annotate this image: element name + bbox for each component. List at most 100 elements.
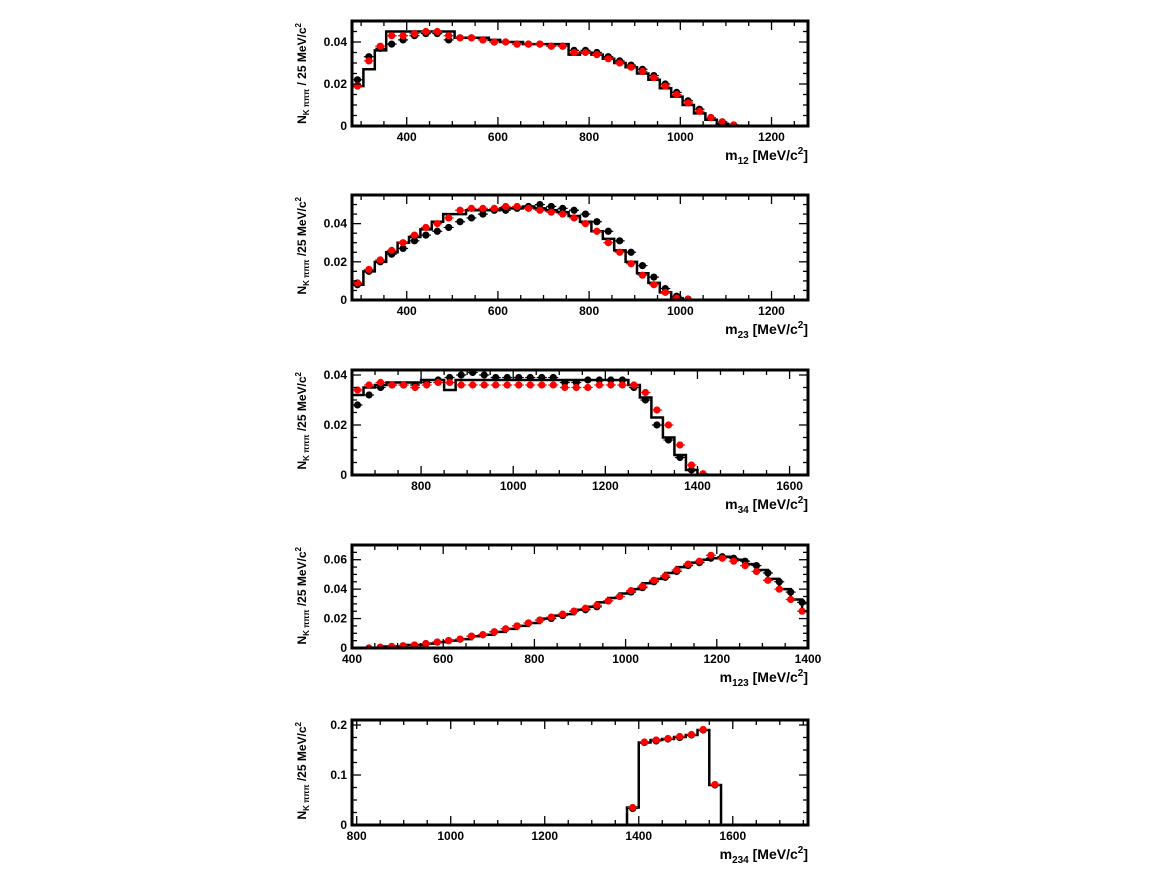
x-axis-title: m34 [MeV/c2] (725, 495, 808, 516)
data-point (503, 381, 511, 389)
x-tick-label: 1600 (776, 479, 803, 493)
series-red (352, 202, 694, 300)
data-point (618, 376, 626, 384)
x-tick-label: 1000 (612, 652, 639, 666)
data-point (433, 27, 441, 36)
series-red (352, 378, 708, 475)
data-point (787, 595, 795, 604)
data-point (492, 373, 500, 382)
x-axis-title-sub: 12 (738, 156, 750, 167)
y-axis-title-sup: 2 (294, 196, 303, 201)
y-tick-label: 0 (340, 293, 347, 307)
data-point (388, 381, 396, 389)
data-point (502, 38, 510, 46)
y-axis-title-sub: K πππ (302, 89, 311, 115)
data-point (503, 373, 511, 382)
data-point (433, 638, 441, 646)
x-axis-title: m23 [MeV/c2] (725, 320, 808, 341)
y-axis-title-main: N (295, 636, 309, 645)
data-point (581, 210, 590, 218)
data-point (699, 725, 707, 734)
data-point (353, 401, 362, 409)
y-axis-title-rest: /25 MeV/c (295, 551, 309, 609)
data-point (570, 206, 578, 214)
data-point (547, 202, 555, 211)
data-point (641, 388, 650, 397)
y-axis-title-rest: / 25 MeV/c (295, 27, 309, 89)
data-point (627, 63, 635, 71)
data-point (502, 202, 510, 211)
data-point (764, 569, 772, 577)
data-point (376, 383, 385, 392)
data-point (584, 376, 592, 384)
data-point (661, 572, 669, 580)
x-tick-label: 1000 (667, 130, 694, 144)
data-point (513, 622, 521, 630)
x-tick-label: 800 (411, 479, 431, 493)
data-point (707, 114, 715, 122)
data-point (480, 371, 488, 379)
data-point (469, 381, 477, 389)
data-point (422, 231, 430, 239)
data-point (650, 576, 658, 584)
data-point (526, 373, 534, 382)
y-tick-label: 0.02 (324, 77, 348, 91)
data-point (536, 40, 544, 48)
x-axis-title-close: ] (803, 669, 808, 685)
data-point (604, 227, 612, 235)
y-axis-title: NK πππ /25 MeV/c2 (294, 546, 311, 644)
data-point (467, 214, 476, 222)
data-point (638, 271, 647, 279)
x-tick-label: 600 (488, 304, 508, 318)
x-axis-title-sup: 2 (798, 320, 804, 331)
y-tick-label: 0 (340, 119, 347, 133)
data-point (572, 383, 580, 392)
plot-frame (350, 718, 810, 827)
data-point (524, 40, 533, 48)
data-point (515, 373, 523, 382)
data-point (547, 208, 555, 216)
data-point (664, 421, 673, 429)
x-axis-title-sub: 34 (738, 505, 750, 516)
y-axis-title: NK πππ /25 MeV/c2 (294, 196, 311, 294)
data-point (653, 406, 661, 414)
x-tick-label: 800 (579, 304, 599, 318)
data-point (638, 67, 647, 75)
data-point (399, 244, 407, 253)
panel-4: 400 600 800 1000 1200 1400 0 0.02 0.04 0.06 m123 [… (294, 543, 822, 689)
y-axis-title: NK πππ /25 MeV/c2 (294, 371, 311, 469)
data-point (687, 730, 696, 739)
data-point (467, 204, 476, 212)
data-point (630, 381, 638, 389)
x-axis-title-units: [MeV/c (749, 846, 798, 862)
y-tick-label: 0.02 (324, 418, 348, 432)
plot-frame (350, 19, 810, 128)
data-point (775, 578, 783, 586)
data-point (399, 239, 407, 247)
data-point (467, 34, 476, 42)
x-axis-title-sub: 123 (732, 678, 749, 689)
x-tick-label: 1200 (592, 479, 619, 493)
data-point (684, 99, 692, 107)
data-point (549, 373, 557, 382)
data-point (664, 436, 673, 444)
data-point (445, 32, 453, 40)
data-point (676, 441, 684, 449)
x-axis-title-main: m (720, 846, 732, 862)
x-axis-title-sup: 2 (798, 668, 804, 679)
x-axis-title-close: ] (803, 496, 808, 512)
data-point (593, 218, 601, 226)
y-tick-label: 0.2 (330, 718, 347, 732)
x-tick-label: 400 (397, 130, 417, 144)
data-point (627, 248, 635, 256)
y-axis-title-main: N (295, 115, 309, 124)
data-point (445, 637, 453, 645)
x-axis-title-close: ] (803, 846, 808, 862)
data-point (627, 587, 635, 595)
data-point (480, 381, 488, 389)
y-axis-title-sup: 2 (294, 22, 303, 27)
